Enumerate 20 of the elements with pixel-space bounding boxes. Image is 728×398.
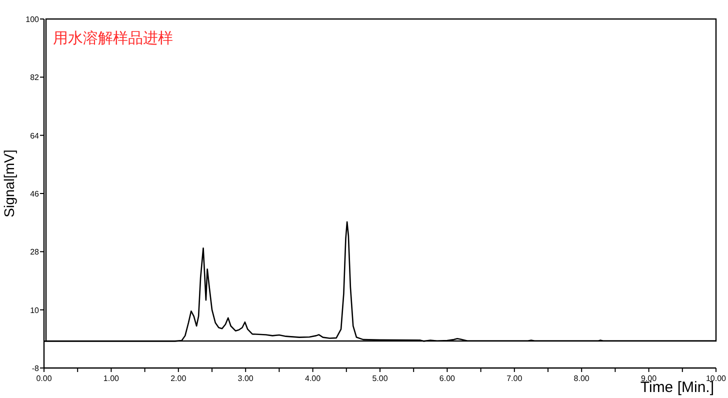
x-tick-label: 10.00	[706, 374, 727, 383]
x-tick-label: 7.00	[506, 374, 523, 383]
x-tick-label: 9.00	[641, 374, 658, 383]
annotation: 用水溶解样品进样	[53, 29, 173, 47]
y-tick-label: 100	[26, 15, 40, 24]
y-tick-label: 46	[30, 190, 40, 198]
x-tick-label: 4.00	[305, 374, 322, 383]
x-tick-label: 2.00	[170, 374, 187, 383]
x-tick-label: 1.00	[103, 374, 120, 383]
x-tick-label: 8.00	[574, 374, 590, 383]
y-axis-title: Signal[mV]	[1, 150, 17, 218]
y-tick-label: 64	[30, 131, 40, 140]
y-tick-label: 28	[30, 248, 40, 257]
x-tick-label: 5.00	[372, 374, 388, 383]
x-tick-label: 6.00	[439, 374, 456, 383]
y-tick-label: 10	[30, 306, 40, 315]
x-tick-label: 0.00	[36, 374, 52, 383]
x-tick-label: 3.00	[238, 374, 254, 383]
y-tick-label: 82	[30, 73, 40, 82]
y-tick-label: -8	[32, 364, 40, 373]
